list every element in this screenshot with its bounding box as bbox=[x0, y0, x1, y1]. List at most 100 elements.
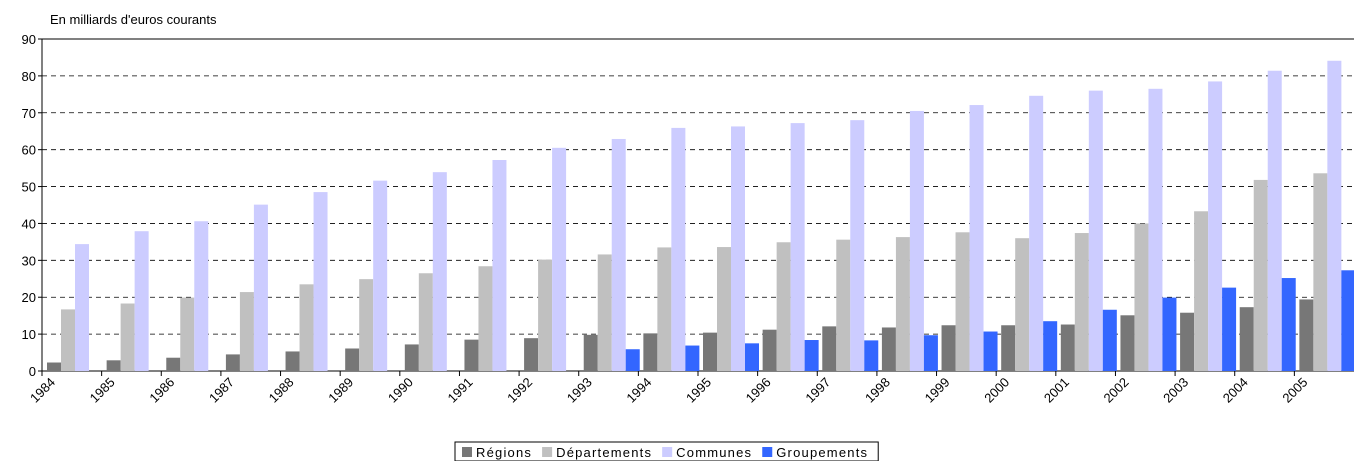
bar bbox=[432, 172, 447, 371]
bar bbox=[1148, 88, 1163, 372]
bar bbox=[478, 266, 493, 371]
bar bbox=[1239, 307, 1254, 371]
bar bbox=[804, 340, 819, 371]
x-tick-label: 1985 bbox=[87, 375, 118, 406]
bar bbox=[776, 242, 791, 371]
x-tick-label: 1990 bbox=[385, 375, 416, 406]
bar bbox=[717, 247, 731, 371]
legend-swatch bbox=[462, 447, 472, 457]
bar bbox=[194, 221, 209, 371]
bar bbox=[643, 333, 658, 371]
bar bbox=[1120, 315, 1135, 371]
bar bbox=[418, 273, 433, 371]
bar bbox=[909, 110, 924, 371]
bar bbox=[881, 327, 896, 371]
bar bbox=[61, 309, 75, 371]
bar bbox=[359, 279, 374, 371]
legend-label: Départements bbox=[556, 445, 652, 460]
legend-swatch bbox=[762, 447, 773, 457]
bar bbox=[552, 147, 567, 371]
bar bbox=[790, 123, 805, 372]
bar bbox=[836, 239, 851, 371]
bar bbox=[731, 126, 745, 371]
bar bbox=[47, 362, 61, 371]
bar bbox=[864, 340, 879, 371]
x-tick-label: 1987 bbox=[206, 375, 237, 406]
legend-label: Groupements bbox=[776, 445, 868, 460]
x-tick-label: 2004 bbox=[1220, 375, 1251, 406]
bar bbox=[822, 326, 837, 371]
legend-label: Régions bbox=[476, 445, 532, 460]
y-tick-label: 80 bbox=[22, 69, 36, 84]
bar bbox=[1194, 211, 1209, 371]
chart-subtitle: En milliards d'euros courants bbox=[50, 12, 217, 27]
bar bbox=[1043, 321, 1058, 371]
x-tick-label: 1995 bbox=[683, 375, 714, 406]
x-tick-label: 1992 bbox=[504, 375, 535, 406]
y-tick-label: 90 bbox=[22, 32, 36, 47]
bar bbox=[923, 335, 938, 371]
bar bbox=[106, 360, 121, 371]
bar bbox=[1074, 233, 1089, 371]
x-tick-label: 2000 bbox=[981, 375, 1012, 406]
bar bbox=[983, 331, 998, 371]
bar bbox=[671, 127, 686, 371]
bar bbox=[1162, 297, 1177, 371]
bar bbox=[762, 329, 777, 371]
y-tick-label: 20 bbox=[22, 290, 36, 305]
bar bbox=[1134, 223, 1149, 371]
x-tick-label: 2003 bbox=[1160, 375, 1191, 406]
bar bbox=[850, 120, 865, 372]
bar bbox=[625, 349, 640, 371]
bar bbox=[285, 351, 300, 371]
x-tick-label: 2001 bbox=[1041, 375, 1072, 406]
bar bbox=[134, 231, 149, 371]
legend-label: Communes bbox=[676, 445, 752, 460]
bar bbox=[1222, 287, 1237, 371]
bar bbox=[120, 303, 135, 371]
bar bbox=[1015, 238, 1030, 371]
bar bbox=[166, 357, 181, 371]
y-tick-label: 30 bbox=[22, 253, 36, 268]
bar bbox=[1060, 324, 1075, 371]
bar bbox=[583, 334, 598, 371]
bar bbox=[1299, 299, 1314, 371]
x-tick-label: 1996 bbox=[743, 375, 774, 406]
x-tick-label: 1984 bbox=[27, 375, 58, 406]
bar bbox=[464, 339, 479, 371]
bar bbox=[657, 247, 672, 371]
x-tick-label: 2005 bbox=[1279, 375, 1310, 406]
bar bbox=[1281, 278, 1296, 371]
bar bbox=[313, 192, 328, 371]
bar bbox=[1313, 173, 1328, 371]
x-tick-label: 1988 bbox=[266, 375, 297, 406]
bar bbox=[1001, 325, 1016, 371]
x-tick-label: 1986 bbox=[146, 375, 177, 406]
x-tick-label: 1989 bbox=[325, 375, 356, 406]
bar bbox=[745, 343, 759, 371]
legend-swatch bbox=[662, 447, 673, 457]
bar bbox=[1208, 81, 1223, 371]
x-tick-label: 1994 bbox=[623, 375, 654, 406]
bar bbox=[404, 344, 419, 371]
bar bbox=[1029, 95, 1044, 371]
bar bbox=[253, 204, 268, 371]
x-tick-label: 1997 bbox=[802, 375, 833, 406]
y-tick-label: 40 bbox=[22, 216, 36, 231]
bar bbox=[1088, 90, 1103, 372]
bar bbox=[180, 297, 195, 371]
bar bbox=[225, 354, 240, 371]
x-tick-label: 1998 bbox=[862, 375, 893, 406]
bar bbox=[955, 232, 970, 371]
bar bbox=[1102, 309, 1117, 371]
legend-swatch bbox=[542, 447, 553, 457]
bar bbox=[703, 332, 717, 371]
bar bbox=[299, 284, 314, 371]
x-tick-label: 1993 bbox=[564, 375, 595, 406]
bar bbox=[75, 244, 89, 371]
bar bbox=[239, 292, 254, 371]
bar bbox=[538, 259, 553, 371]
y-tick-label: 0 bbox=[29, 364, 36, 379]
bar bbox=[685, 345, 700, 371]
